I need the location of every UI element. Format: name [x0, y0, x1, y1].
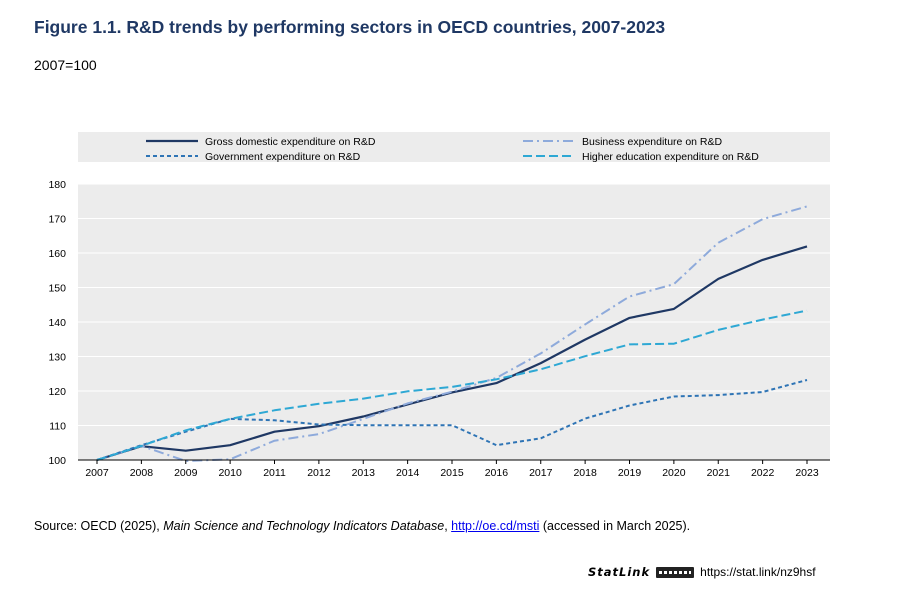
- statlink-label: StatLink: [588, 565, 651, 579]
- statlink: StatLink https://stat.link/nz9hsf: [588, 565, 816, 579]
- x-tick-label: 2012: [307, 467, 331, 479]
- source-note: Source: OECD (2025), Main Science and Te…: [34, 519, 690, 533]
- x-tick-label: 2008: [130, 467, 154, 479]
- series-line-0: [96, 245, 808, 462]
- y-tick-label: 180: [48, 179, 66, 191]
- y-tick-label: 110: [49, 421, 66, 433]
- x-tick-label: 2014: [396, 467, 420, 479]
- x-tick-label: 2023: [795, 467, 819, 479]
- statlink-url[interactable]: https://stat.link/nz9hsf: [700, 565, 816, 579]
- source-link[interactable]: http://oe.cd/msti: [451, 519, 540, 533]
- legend-label-3: Higher education expenditure on R&D: [582, 151, 759, 163]
- x-tick-label: 2018: [573, 467, 597, 479]
- x-tick-label: 2017: [529, 467, 553, 479]
- chart-title: Figure 1.1. R&D trends by performing sec…: [34, 17, 666, 37]
- x-tick-label: 2016: [485, 467, 509, 479]
- axes: [78, 459, 830, 464]
- y-tick-label: 100: [48, 455, 66, 467]
- x-tick-label: 2010: [218, 467, 242, 479]
- y-tick-label: 140: [48, 317, 66, 329]
- y-tick-label: 150: [48, 283, 66, 295]
- chart-subtitle: 2007=100: [34, 57, 97, 73]
- source-database-name: Main Science and Technology Indicators D…: [163, 519, 445, 533]
- x-axis-tick-labels: 2007 2008 2009 2010 2011 2012 2013 2014 2015 2016…: [85, 467, 819, 479]
- x-tick-label: 2022: [751, 467, 775, 479]
- x-tick-label: 2009: [174, 467, 198, 479]
- y-tick-label: 170: [48, 214, 66, 226]
- legend-label-0: Gross domestic expenditure on R&D: [205, 136, 376, 148]
- source-separator: ,: [444, 519, 452, 533]
- y-axis-tick-labels: 100 110 120 130 140 150 160 170 180: [48, 179, 66, 467]
- legend-label-1: Business expenditure on R&D: [582, 136, 722, 148]
- legend: Gross domestic expenditure on R&D Governm…: [146, 136, 759, 163]
- statlink-logo-icon: [656, 566, 695, 578]
- source-prefix: Source: OECD (2025),: [34, 519, 164, 533]
- y-tick-label: 120: [48, 386, 66, 398]
- x-tick-label: 2007: [85, 467, 109, 479]
- x-tick-label: 2021: [707, 467, 731, 479]
- series-line-3: [96, 309, 808, 461]
- x-tick-label: 2019: [618, 467, 642, 479]
- y-tick-label: 160: [48, 248, 66, 260]
- legend-label-2: Government expenditure on R&D: [205, 151, 361, 163]
- source-suffix: (accessed in March 2025).: [539, 519, 691, 533]
- x-tick-label: 2011: [263, 467, 286, 479]
- series-line-2: [96, 379, 808, 461]
- x-tick-label: 2020: [662, 467, 686, 479]
- y-tick-label: 130: [48, 352, 66, 364]
- x-tick-label: 2015: [440, 467, 464, 479]
- legend-background: [78, 132, 830, 162]
- x-tick-label: 2013: [352, 467, 376, 479]
